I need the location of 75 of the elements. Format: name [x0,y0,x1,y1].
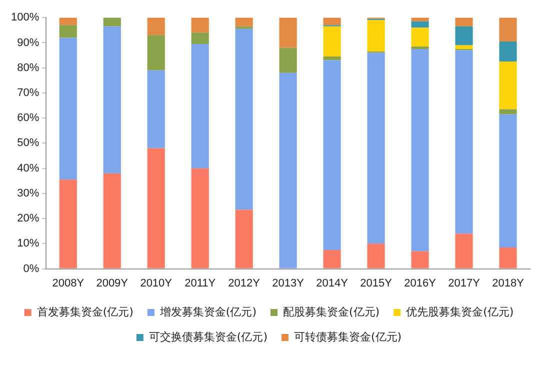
x-tick-label: 2008Y [52,277,85,290]
bar [411,18,429,22]
y-tick-label: 70% [17,86,40,99]
bar [411,21,429,28]
x-tick-label: 2015Y [360,277,393,290]
y-tick-label: 0% [23,262,40,275]
bar [411,28,429,46]
bar [235,18,253,26]
legend-label: 可交换债募集资金(亿元) [148,330,268,344]
x-tick-label: 2010Y [140,277,173,290]
bar [499,109,517,114]
bar [499,62,517,110]
bar [455,50,473,234]
bar [499,41,517,62]
bar [455,26,473,46]
bar [59,38,77,180]
y-tick-label: 50% [17,137,40,150]
y-tick-label: 60% [17,112,40,124]
bar [367,52,385,244]
legend-label: 首发募集资金(亿元) [36,305,134,318]
legend-label: 配股募集资金(亿元) [283,305,380,318]
bar [235,26,253,29]
y-tick-label: 30% [17,187,40,200]
bar [279,48,297,73]
x-tick-label: 2013Y [272,277,305,290]
bar [103,26,121,174]
bar [499,18,517,42]
bar [59,180,77,268]
x-tick-label: 2017Y [448,277,481,290]
bar [147,35,165,70]
bar [411,49,429,252]
x-tick-label: 2018Y [492,277,525,290]
bar [191,168,209,268]
bar [147,70,165,148]
bar [147,148,165,268]
y-tick-label: 80% [17,62,40,74]
bar [103,18,121,26]
bar [59,18,77,26]
bar [499,247,517,268]
bar [455,234,473,268]
legend-label: 增发募集资金(亿元) [158,305,257,318]
x-tick-label: 2016Y [404,277,437,290]
legend-label: 可转债募集资金(亿元) [294,330,402,344]
bar [235,210,253,268]
bar [191,18,209,33]
bar [147,18,165,36]
bar [367,244,385,268]
bar [411,46,429,49]
bar [323,60,341,250]
bar [323,18,341,26]
x-tick-label: 2014Y [316,277,349,290]
bar [323,250,341,268]
y-tick-label: 20% [17,212,40,225]
bar [103,173,121,268]
y-tick-label: 100% [10,12,40,24]
bar [191,32,209,44]
bar [323,56,341,60]
bar [455,45,473,49]
bar [59,25,77,38]
bar [279,72,297,268]
bar [411,251,429,268]
bar [191,44,209,168]
bar [279,18,297,48]
x-tick-label: 2012Y [228,277,261,290]
y-tick-label: 40% [17,162,40,174]
x-tick-label: 2011Y [184,277,216,290]
x-tick-label: 2009Y [96,277,129,290]
y-tick-label: 10% [17,238,40,250]
bar [455,18,473,26]
y-tick-label: 90% [17,36,40,49]
bar [323,26,341,57]
legend-label: 优先股募集资金(亿元) [406,305,514,318]
bar [499,114,517,248]
bar [235,28,253,210]
bar [367,20,385,52]
